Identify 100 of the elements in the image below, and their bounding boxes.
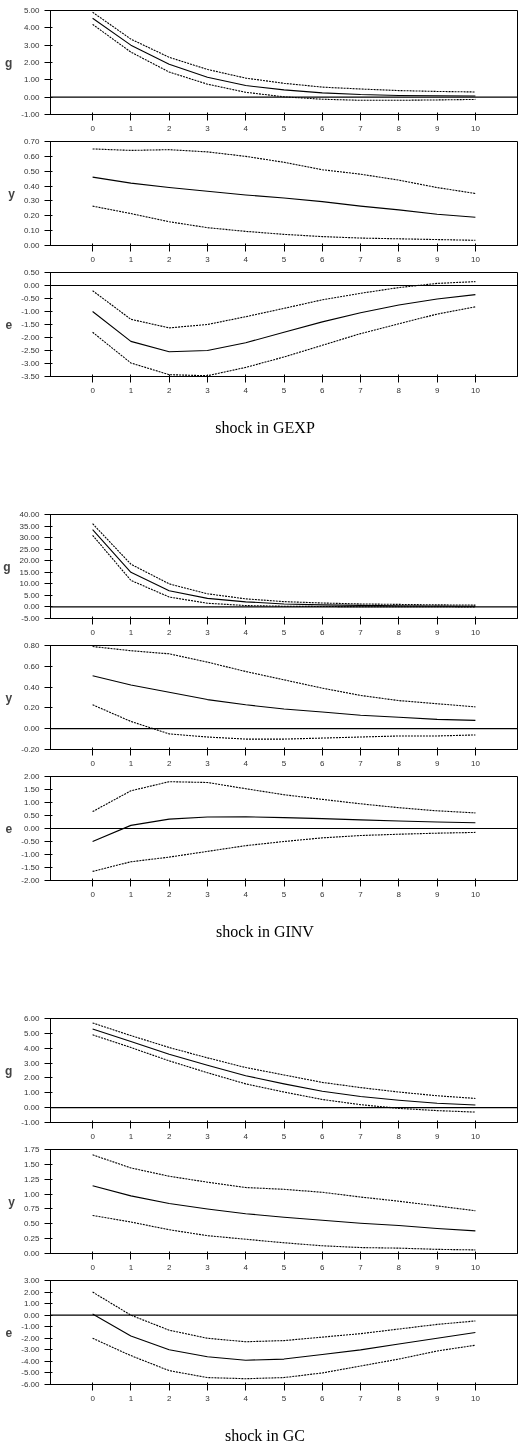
- y-tick-label: -1.50: [21, 863, 41, 872]
- y-tick-label: 1.25: [23, 1174, 41, 1184]
- y-tick-label: -0.20: [21, 745, 41, 754]
- y-tick-label: 1.00: [23, 1189, 41, 1199]
- y-tick-label: 0.50: [23, 811, 41, 820]
- y-tick-label: -1.50: [21, 320, 41, 329]
- y-tick-label: 0.20: [23, 703, 41, 713]
- x-tick-label: 5: [281, 1262, 287, 1272]
- y-tick-label: 0.50: [23, 1219, 41, 1229]
- y-tick-label: 1.00: [23, 1299, 41, 1309]
- y-axis-title: y: [8, 186, 16, 201]
- y-axis-title: e: [5, 822, 13, 836]
- x-tick-label: 8: [396, 1131, 402, 1141]
- y-axis-title: e: [5, 1326, 13, 1340]
- x-tick-label: 1: [128, 254, 134, 264]
- y-tick-label: -2.00: [21, 876, 41, 885]
- y-tick-label: 0.50: [23, 166, 41, 176]
- y-tick-label: 0.00: [23, 281, 41, 290]
- x-tick-label: 2: [166, 1262, 172, 1272]
- x-tick-label: 4: [243, 1262, 249, 1272]
- x-tick-label: 2: [166, 254, 172, 264]
- x-tick-label: 9: [434, 1262, 440, 1272]
- x-tick-label: 8: [396, 254, 402, 264]
- x-tick-label: 10: [470, 1393, 481, 1403]
- x-tick-label: 6: [320, 1262, 326, 1272]
- y-axis-title: y: [8, 1194, 16, 1209]
- text: shock in GC: [225, 1426, 305, 1442]
- y-tick-label: 15.00: [19, 567, 41, 577]
- x-tick-label: 2: [166, 758, 172, 768]
- y-tick-label: 0.60: [23, 151, 41, 161]
- x-tick-label: 10: [470, 123, 481, 133]
- x-tick-label: 10: [470, 889, 481, 899]
- x-tick-label: 3: [205, 627, 211, 637]
- x-tick-label: 0: [90, 254, 96, 264]
- x-tick-label: 1: [128, 1262, 134, 1272]
- x-tick-label: 5: [281, 254, 287, 264]
- y-tick-label: 0.30: [23, 196, 41, 206]
- y-tick-label: -5.00: [21, 614, 41, 623]
- x-tick-label: 2: [166, 889, 172, 899]
- y-axis-title: g: [3, 559, 11, 574]
- y-tick-label: 0.00: [23, 241, 41, 250]
- x-tick-label: 4: [243, 627, 249, 637]
- y-tick-label: 1.00: [23, 798, 41, 807]
- y-tick-label: 2.00: [23, 1073, 41, 1083]
- x-tick-label: 3: [205, 1131, 211, 1141]
- x-tick-label: 6: [320, 254, 326, 264]
- x-tick-label: 7: [358, 123, 364, 133]
- y-tick-label: 0.00: [23, 602, 41, 612]
- y-tick-label: -3.00: [21, 359, 41, 368]
- y-tick-label: 30.00: [19, 533, 41, 543]
- x-tick-label: 10: [470, 1131, 481, 1141]
- x-tick-label: 0: [90, 1131, 96, 1141]
- x-tick-label: 1: [128, 758, 134, 768]
- x-tick-label: 1: [128, 1131, 134, 1141]
- text: shock in GEXP: [215, 418, 315, 438]
- y-tick-label: -5.00: [21, 1368, 41, 1378]
- x-tick-label: 6: [320, 385, 326, 395]
- x-tick-label: 4: [243, 758, 249, 768]
- y-tick-label: 3.00: [23, 40, 41, 50]
- x-tick-label: 8: [396, 889, 402, 899]
- x-tick-label: 1: [128, 1393, 134, 1403]
- x-tick-label: 9: [434, 889, 440, 899]
- y-tick-label: 4.00: [23, 23, 41, 33]
- y-tick-label: 0.00: [23, 92, 41, 102]
- y-tick-label: 5.00: [23, 1028, 41, 1038]
- x-tick-label: 3: [205, 1262, 211, 1272]
- y-tick-label: -0.50: [21, 837, 41, 846]
- y-tick-label: 1.50: [23, 1159, 41, 1169]
- x-tick-label: 5: [281, 1393, 287, 1403]
- x-tick-label: 5: [281, 627, 287, 637]
- x-tick-label: 9: [434, 1393, 440, 1403]
- y-tick-label: 1.75: [23, 1145, 41, 1154]
- x-tick-label: 10: [470, 758, 481, 768]
- x-tick-label: 10: [470, 1262, 481, 1272]
- x-tick-label: 1: [128, 889, 134, 899]
- x-tick-label: 2: [166, 627, 172, 637]
- x-tick-label: 6: [320, 758, 326, 768]
- y-tick-label: 2.00: [23, 772, 41, 781]
- x-tick-label: 3: [205, 889, 211, 899]
- x-tick-label: 0: [90, 758, 96, 768]
- x-tick-label: 6: [320, 627, 326, 637]
- x-tick-label: 8: [396, 1262, 402, 1272]
- y-tick-label: 3.00: [23, 1276, 41, 1285]
- y-tick-label: -1.00: [21, 110, 41, 119]
- x-tick-label: 3: [205, 1393, 211, 1403]
- x-tick-label: 1: [128, 627, 134, 637]
- x-tick-label: 10: [470, 254, 481, 264]
- y-tick-label: 5.00: [23, 590, 41, 600]
- y-tick-label: -3.00: [21, 1345, 41, 1355]
- x-tick-label: 8: [396, 385, 402, 395]
- x-tick-label: 7: [358, 385, 364, 395]
- y-tick-label: 1.00: [23, 75, 41, 85]
- y-tick-label: 0.40: [23, 682, 41, 692]
- x-tick-label: 8: [396, 1393, 402, 1403]
- x-tick-label: 6: [320, 1393, 326, 1403]
- x-tick-label: 9: [434, 1131, 440, 1141]
- x-tick-label: 7: [358, 889, 364, 899]
- x-tick-label: 5: [281, 758, 287, 768]
- y-tick-label: 0.00: [23, 824, 41, 833]
- y-tick-label: 2.00: [23, 1287, 41, 1297]
